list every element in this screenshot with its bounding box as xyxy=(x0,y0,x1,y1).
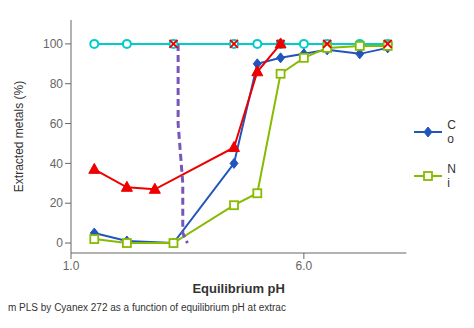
html-text:o: o xyxy=(447,132,454,146)
html-text:N: N xyxy=(447,162,456,176)
svg-text:60: 60 xyxy=(50,117,64,131)
svg-text:0: 0 xyxy=(56,236,63,250)
svg-text:20: 20 xyxy=(50,196,64,210)
svg-text:Equilibrium pH: Equilibrium pH xyxy=(192,281,284,296)
svg-text:1.0: 1.0 xyxy=(63,259,80,273)
html-text:m PLS by Cyanex 272 as a funct: m PLS by Cyanex 272 as a function of equ… xyxy=(8,302,286,313)
html-text:i: i xyxy=(447,176,450,190)
svg-text:6.0: 6.0 xyxy=(296,259,313,273)
html-text:C: C xyxy=(447,118,456,132)
svg-text:100: 100 xyxy=(43,37,63,51)
svg-text:80: 80 xyxy=(50,77,64,91)
svg-text:Extracted metals (%): Extracted metals (%) xyxy=(12,81,26,192)
svg-text:40: 40 xyxy=(50,157,64,171)
